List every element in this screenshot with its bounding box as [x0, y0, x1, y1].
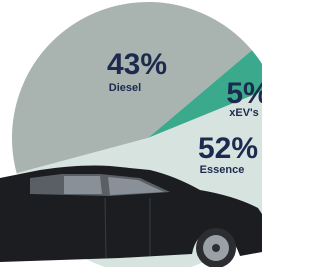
- category-label: xEV's: [229, 107, 259, 119]
- value-label: 43%: [107, 48, 167, 81]
- category-label: Diesel: [109, 82, 141, 94]
- chart: 43%Diesel 5%xEV's 52%Essence: [0, 0, 262, 267]
- value-label: 5%: [226, 77, 262, 110]
- value-label: 52%: [198, 132, 258, 165]
- category-label: Essence: [200, 164, 245, 176]
